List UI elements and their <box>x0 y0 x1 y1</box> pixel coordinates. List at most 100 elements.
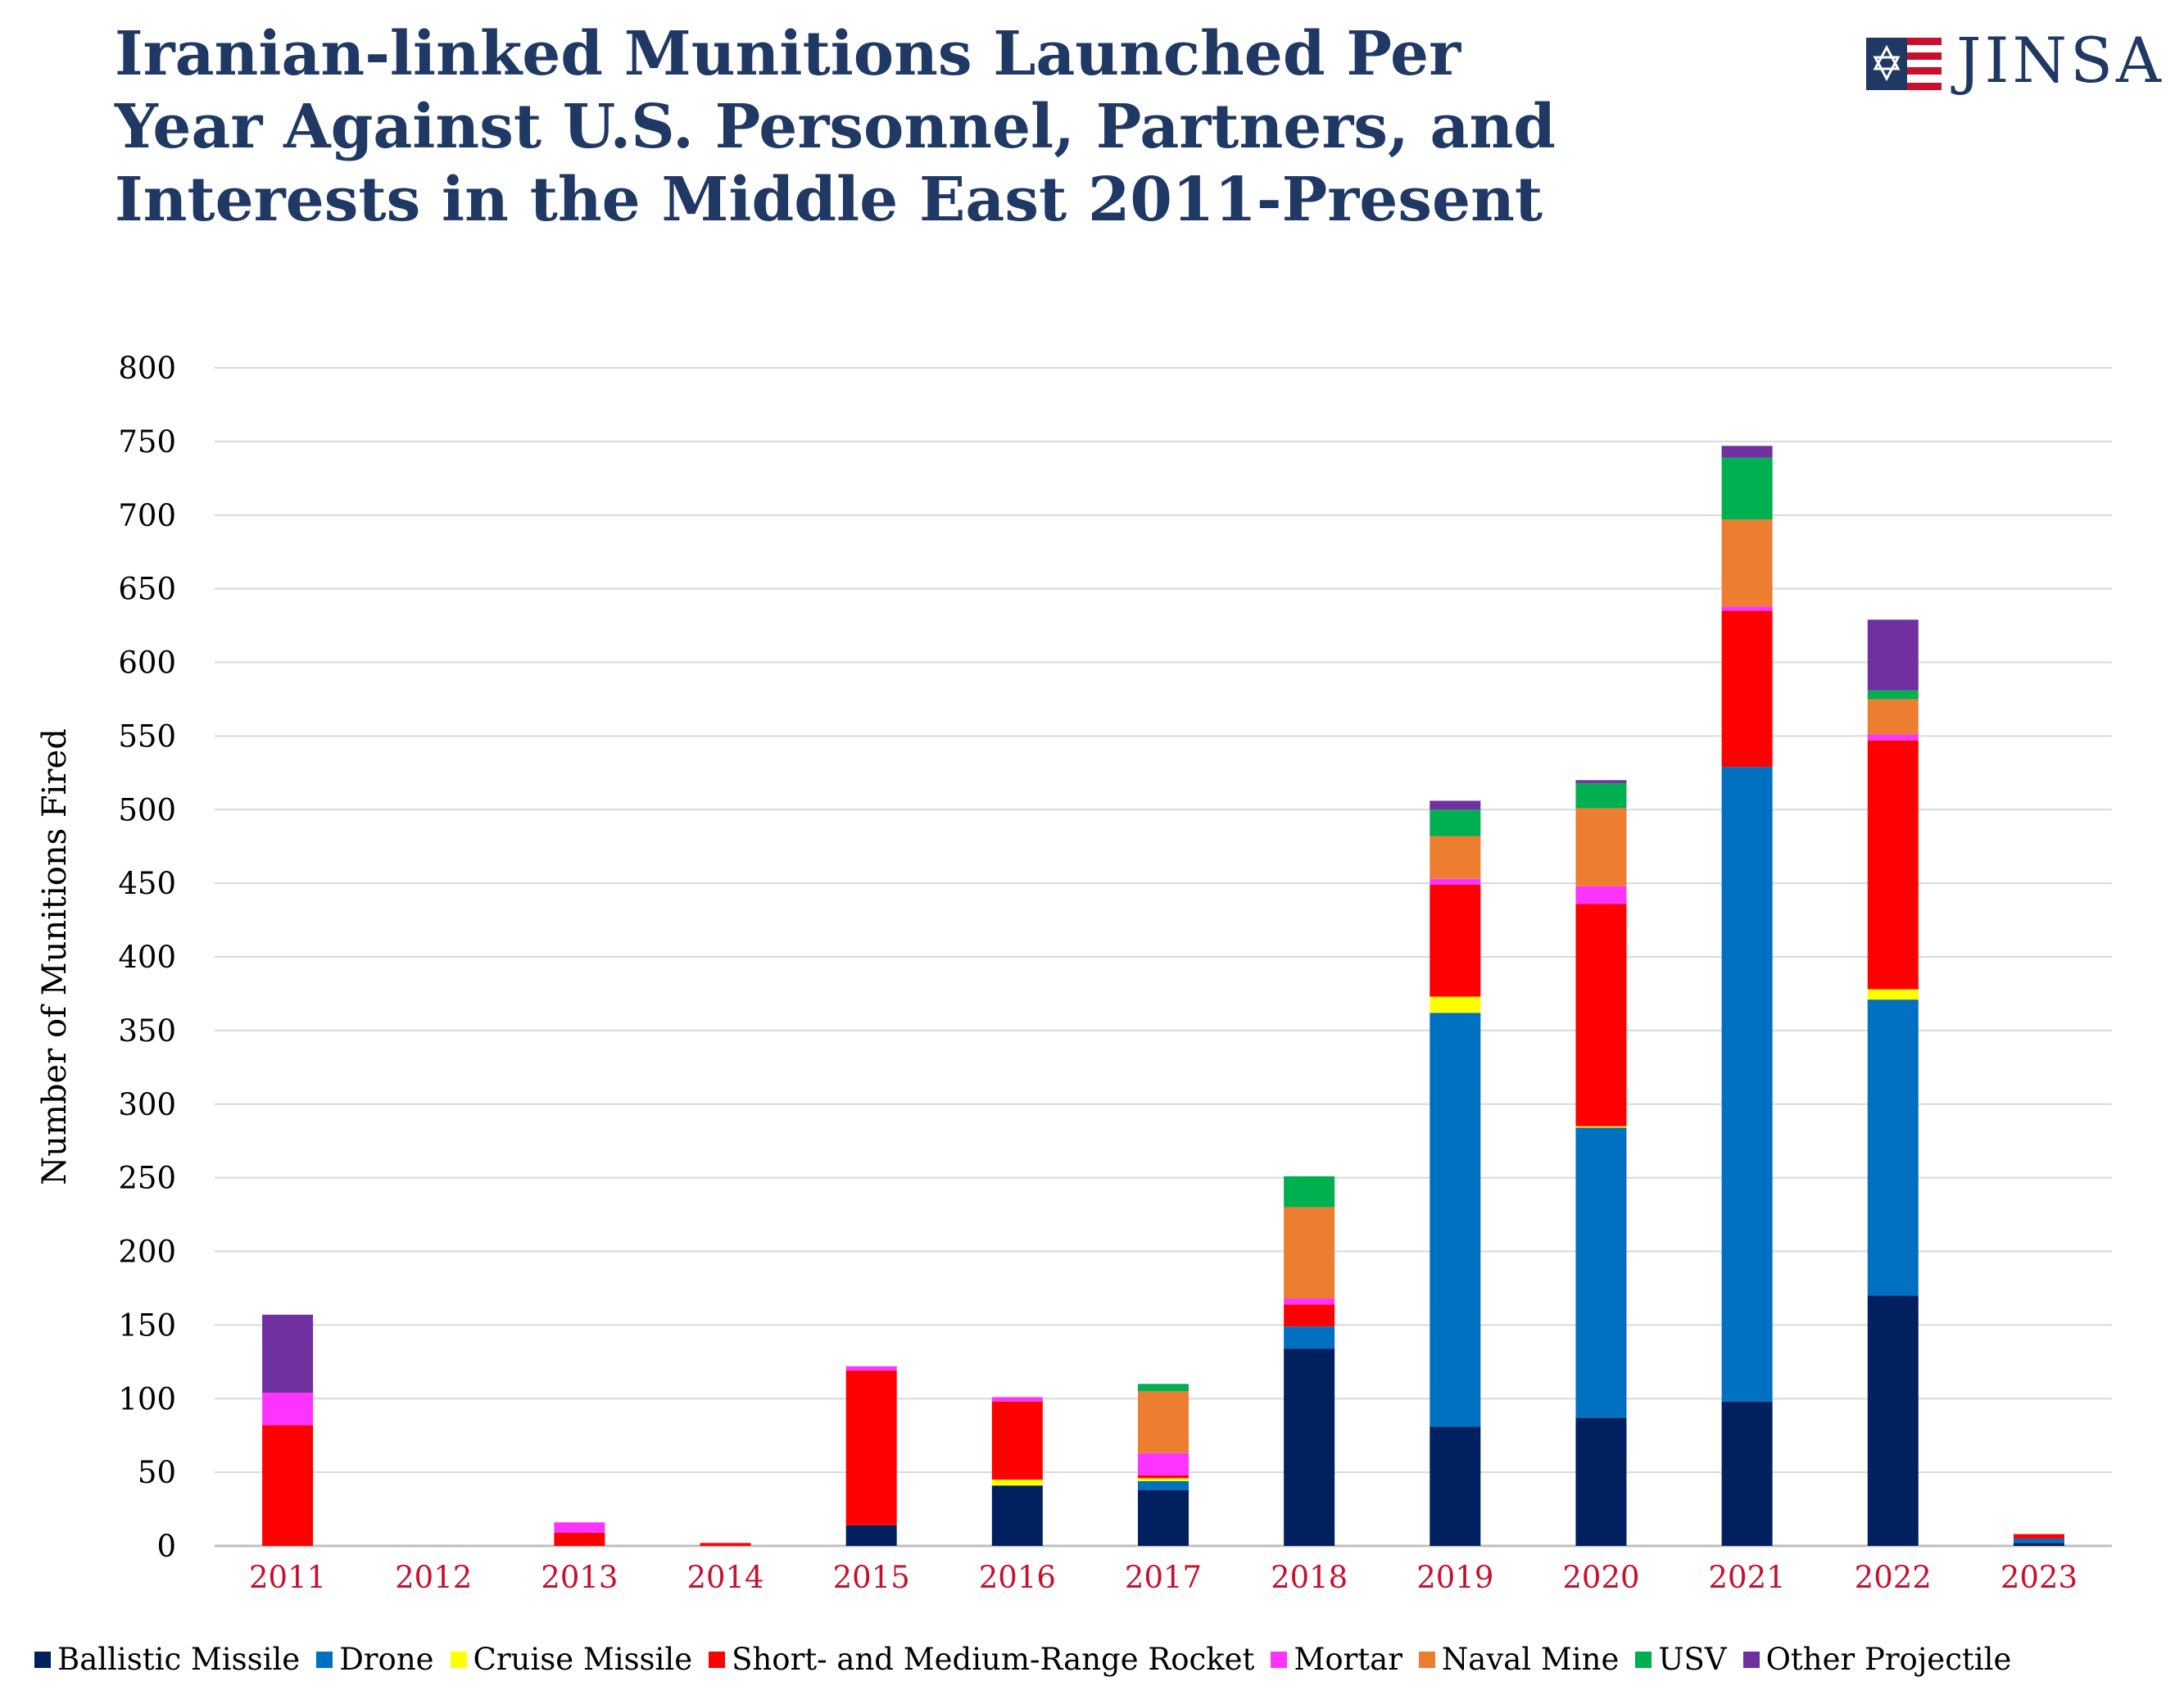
legend-swatch <box>450 1651 467 1668</box>
y-tick-label: 550 <box>118 718 176 754</box>
y-axis-label: Number of Munitions Fired <box>36 728 74 1185</box>
bar-segment <box>1430 996 1481 1013</box>
legend-label: Naval Mine <box>1441 1642 1620 1677</box>
y-tick-label: 500 <box>118 792 176 827</box>
bar-segment <box>1721 519 1773 607</box>
bar-segment <box>1867 1295 1919 1546</box>
x-tick-label: 2015 <box>833 1560 910 1595</box>
bar-segment <box>1138 1480 1189 1490</box>
bar-segment <box>262 1314 314 1394</box>
bar-segment <box>2013 1539 2064 1543</box>
bar-segment <box>1721 610 1773 768</box>
bar-segment <box>1575 1127 1627 1418</box>
bar-segment <box>2013 1534 2064 1539</box>
bar-segment <box>1430 1013 1481 1427</box>
bar-segment <box>1867 699 1919 735</box>
legend-label: Other Projectile <box>1765 1642 2012 1677</box>
legend-label: Mortar <box>1294 1642 1402 1677</box>
bar-segment <box>1138 1478 1189 1481</box>
bar-segment <box>1575 904 1627 1126</box>
x-tick-label: 2013 <box>541 1560 618 1595</box>
bar-segment <box>1867 734 1919 741</box>
bar-segment <box>1575 1417 1627 1546</box>
x-tick-label: 2018 <box>1271 1560 1348 1595</box>
bar-segment <box>2013 1543 2064 1546</box>
bar-segment <box>991 1485 1043 1546</box>
legend-item: Cruise Missile <box>450 1642 693 1677</box>
y-tick-label: 250 <box>118 1161 176 1196</box>
bar-segment <box>1721 1401 1773 1546</box>
legend-label: Short- and Medium-Range Rocket <box>732 1642 1255 1677</box>
bar-segment <box>1284 1348 1335 1546</box>
legend-item: Other Projectile <box>1742 1642 2012 1677</box>
y-tick-label: 200 <box>118 1235 176 1270</box>
legend-swatch <box>1742 1651 1760 1668</box>
legend-item: Drone <box>316 1642 434 1677</box>
x-tick-label: 2011 <box>249 1560 326 1595</box>
stacked-bar-chart: 0 50 100 150 200 250 300 350 400 450 500 550 600 650 7… <box>36 351 2112 1595</box>
x-tick-label: 2023 <box>2000 1560 2078 1595</box>
bar-segment <box>1575 808 1627 886</box>
chart-legend: Ballistic Missile Drone Cruise Missile Shor… <box>34 1642 2181 1677</box>
legend-item: Mortar <box>1271 1642 1402 1677</box>
jinsa-flag-star-icon <box>1866 38 1942 90</box>
legend-label: Drone <box>339 1642 434 1677</box>
jinsa-logo: JINSA <box>1866 28 2161 97</box>
y-tick-label: 0 <box>156 1529 176 1564</box>
chart-title-line-3: Interests in the Middle East 2011-Presen… <box>115 165 1543 235</box>
bar-segment <box>1575 1126 1627 1128</box>
legend-item: Ballistic Missile <box>34 1642 300 1677</box>
bar-segment <box>1867 989 1919 1000</box>
legend-swatch <box>1271 1651 1288 1668</box>
x-tick-label: 2021 <box>1709 1560 1786 1595</box>
x-tick-label: 2020 <box>1562 1560 1639 1595</box>
x-tick-label: 2019 <box>1416 1560 1493 1595</box>
legend-swatch <box>1635 1651 1652 1668</box>
y-tick-label: 100 <box>118 1381 176 1416</box>
y-tick-label: 650 <box>118 572 176 607</box>
bar-segment <box>554 1522 605 1533</box>
x-tick-label: 2016 <box>979 1560 1056 1595</box>
bar-segment <box>1430 800 1481 810</box>
legend-swatch <box>709 1651 726 1668</box>
bar-segment <box>1867 619 1919 691</box>
bar-segment <box>1138 1489 1189 1546</box>
y-tick-label: 750 <box>118 424 176 460</box>
x-tick-label: 2012 <box>395 1560 472 1595</box>
legend-label: Ballistic Missile <box>57 1642 301 1677</box>
bar-segment <box>1430 878 1481 885</box>
bar-segment <box>1575 780 1627 783</box>
bar-segment <box>845 1525 897 1546</box>
bar-segment <box>1430 836 1481 879</box>
bar-segment <box>845 1371 897 1525</box>
bar-segment <box>262 1393 314 1425</box>
bar-segment <box>1430 809 1481 836</box>
bar-segment <box>700 1543 751 1546</box>
bar-segment <box>262 1425 314 1546</box>
bar-segment <box>991 1401 1043 1480</box>
bar-segment <box>845 1366 897 1371</box>
y-tick-label: 350 <box>118 1013 176 1049</box>
y-tick-label: 300 <box>118 1087 176 1122</box>
y-tick-label: 400 <box>118 940 176 975</box>
y-tick-label: 150 <box>118 1307 176 1343</box>
bar-segment <box>1867 999 1919 1296</box>
legend-label: Cruise Missile <box>473 1642 693 1677</box>
bar-segment <box>554 1532 605 1546</box>
bar-segment <box>1138 1384 1189 1392</box>
y-tick-label: 450 <box>118 866 176 901</box>
legend-label: USV <box>1658 1642 1727 1677</box>
x-tick-label: 2014 <box>686 1560 763 1595</box>
bar-segment <box>1430 884 1481 997</box>
bar-segment <box>1721 457 1773 520</box>
bar-segment <box>1430 1426 1481 1546</box>
bar-segment <box>1284 1207 1335 1299</box>
chart-title: Iranian-linked Munitions Launched Per Ye… <box>115 18 1671 237</box>
legend-swatch <box>34 1651 51 1668</box>
legend-item: Short- and Medium-Range Rocket <box>709 1642 1254 1677</box>
chart-title-line-1: Iranian-linked Munitions Launched Per <box>115 19 1461 89</box>
x-tick-label: 2022 <box>1855 1560 1932 1595</box>
legend-item: Naval Mine <box>1418 1642 1620 1677</box>
bar-segment <box>1721 606 1773 611</box>
bar-segment <box>1138 1391 1189 1453</box>
